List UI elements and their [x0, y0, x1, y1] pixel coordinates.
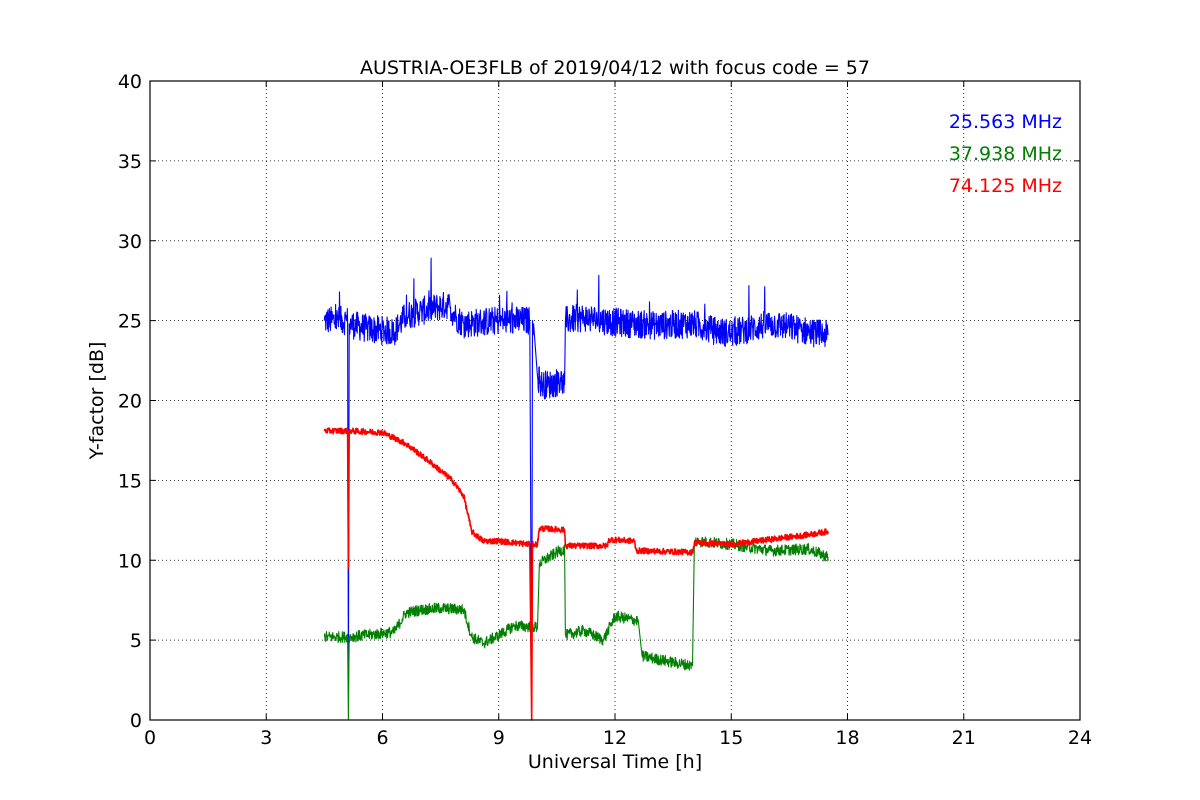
- legend-entry: 25.563 MHz: [949, 111, 1062, 133]
- y-tick-label: 25: [118, 311, 142, 333]
- x-axis-label: Universal Time [h]: [528, 751, 702, 773]
- series-layer: [323, 257, 829, 721]
- x-tick-label: 6: [376, 727, 388, 749]
- y-tick-label: 10: [118, 550, 142, 572]
- y-tick-label: 15: [118, 470, 142, 492]
- x-tick-label: 15: [719, 727, 743, 749]
- series-line-2: [323, 536, 829, 721]
- x-tick-label: 12: [603, 727, 627, 749]
- y-tick-label: 5: [130, 630, 142, 652]
- series-line-1: [323, 257, 829, 721]
- legend-entry: 37.938 MHz: [949, 143, 1062, 165]
- y-tick-label: 40: [118, 71, 142, 93]
- x-tick-label: 3: [260, 727, 272, 749]
- x-tick-label: 21: [952, 727, 976, 749]
- y-axis-label: Y-factor [dB]: [86, 342, 108, 461]
- series-line-3: [323, 427, 829, 721]
- x-tick-label: 24: [1068, 727, 1092, 749]
- y-tick-label: 20: [118, 391, 142, 413]
- grid: [150, 81, 1080, 720]
- legend-entry: 74.125 MHz: [949, 175, 1062, 197]
- legend: 25.563 MHz 37.938 MHz 74.125 MHz: [949, 111, 1062, 197]
- x-tick-label: 18: [835, 727, 859, 749]
- x-tick-label: 9: [493, 727, 505, 749]
- y-tick-label: 30: [118, 231, 142, 253]
- y-tick-label: 35: [118, 151, 142, 173]
- x-tick-label: 0: [144, 727, 156, 749]
- ticks: 0 3 6 9 12 15 18 21 24 0 5 10 15 20 25 30 35 40: [118, 71, 1092, 749]
- chart-title: AUSTRIA-OE3FLB of 2019/04/12 with focus …: [360, 57, 870, 79]
- y-tick-label: 0: [130, 710, 142, 732]
